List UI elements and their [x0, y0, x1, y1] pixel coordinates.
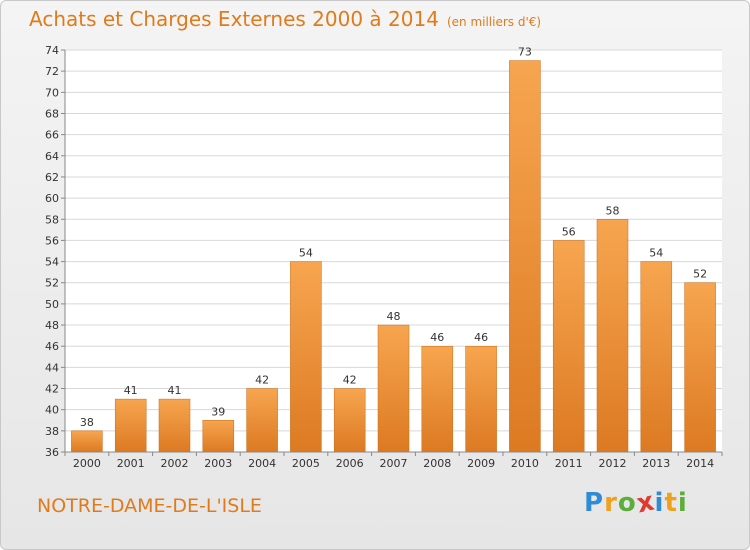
bar-2003 [202, 420, 235, 453]
y-tick-label: 44 [45, 361, 59, 374]
x-tick-label-2006: 2006 [336, 457, 364, 470]
x-tick-label-2013: 2013 [642, 457, 670, 470]
x-tick-label-2001: 2001 [117, 457, 145, 470]
bar-2009 [465, 345, 497, 453]
bars [71, 60, 716, 453]
y-tick-label: 46 [45, 340, 59, 353]
chart-title: Achats et Charges Externes 2000 à 2014 (e… [29, 7, 541, 31]
data-label-2009: 46 [474, 331, 488, 344]
logo-letter: i [677, 488, 688, 518]
data-label-2014: 52 [693, 268, 707, 281]
y-tick-label: 38 [45, 425, 59, 438]
bar-2011 [552, 240, 585, 453]
x-axis: 2000 2001 2002 2003 2004 2005 2006 2007 2008 2009… [64, 452, 723, 470]
x-tick-label-2014: 2014 [686, 457, 714, 470]
bar-2007 [377, 324, 410, 453]
y-tick-label: 58 [45, 213, 59, 226]
y-tick-label: 72 [45, 65, 59, 78]
data-label-2001: 41 [124, 384, 138, 397]
bar-2014 [684, 282, 716, 453]
x-tick-label-2010: 2010 [511, 457, 539, 470]
x-tick-label-2008: 2008 [423, 457, 451, 470]
bar-2000 [71, 430, 103, 453]
y-tick-label: 54 [45, 256, 59, 269]
x-tick-label-2000: 2000 [73, 457, 101, 470]
data-label-2002: 41 [168, 384, 182, 397]
x-tick-label-2007: 2007 [380, 457, 408, 470]
y-tick-label: 42 [45, 383, 59, 396]
y-tick-label: 64 [45, 150, 59, 163]
data-label-2010: 73 [518, 46, 532, 59]
bar-2012 [596, 219, 629, 453]
y-tick-label: 56 [45, 234, 59, 247]
bar-2005 [290, 261, 322, 453]
y-tick-label: 74 [45, 44, 59, 57]
y-tick-label: 48 [45, 319, 59, 332]
data-label-2008: 46 [430, 331, 444, 344]
data-label-2005: 54 [299, 247, 313, 260]
logo-letter: i [654, 488, 665, 518]
data-label-2000: 38 [80, 416, 94, 429]
x-tick-label-2002: 2002 [161, 457, 189, 470]
title-text: Achats et Charges Externes 2000 à 2014 [29, 7, 439, 31]
y-tick-label: 68 [45, 107, 59, 120]
y-tick-label: 36 [45, 446, 59, 459]
bar-2008 [421, 345, 454, 453]
logo-letter: t [664, 488, 678, 518]
unit-label: (en milliers d'€) [446, 15, 542, 29]
logo-letter: o [617, 488, 637, 518]
y-tick-label: 40 [45, 404, 59, 417]
logo-letter: r [604, 488, 618, 518]
x-tick-label-2012: 2012 [599, 457, 627, 470]
y-tick-label: 52 [45, 277, 59, 290]
data-label-2003: 39 [211, 405, 225, 418]
data-label-2004: 42 [255, 374, 269, 387]
y-tick-label: 50 [45, 298, 59, 311]
data-labels: 38 41 41 39 42 54 42 48 46 46 73 56 58 54 52 [80, 46, 707, 429]
place-name: NOTRE-DAME-DE-L'ISLE [37, 495, 262, 517]
bar-2006 [333, 388, 366, 453]
y-tick-label: 66 [45, 129, 59, 142]
data-label-2013: 54 [649, 247, 663, 260]
data-label-2011: 56 [562, 225, 576, 238]
y-tick-label: 70 [45, 86, 59, 99]
proxiti-logo: Proxiti [584, 486, 688, 519]
x-tick-label-2003: 2003 [204, 457, 232, 470]
y-axis: 36 38 40 42 44 46 48 50 52 54 56 58 60 62 64 66 68 70 72 74 [45, 44, 722, 459]
bar-2010 [509, 60, 541, 453]
y-tick-label: 60 [45, 192, 59, 205]
x-tick-label-2004: 2004 [248, 457, 276, 470]
x-tick-label-2009: 2009 [467, 457, 495, 470]
logo-letter: P [584, 488, 605, 518]
x-tick-label-2005: 2005 [292, 457, 320, 470]
data-label-2007: 48 [387, 310, 401, 323]
data-label-2012: 58 [606, 204, 620, 217]
data-label-2006: 42 [343, 374, 357, 387]
y-tick-label: 62 [45, 171, 59, 184]
x-tick-label-2011: 2011 [555, 457, 583, 470]
bar-2002 [158, 398, 191, 453]
bar-2013 [640, 261, 673, 453]
bar-2004 [246, 388, 278, 453]
bar-2001 [114, 398, 147, 453]
